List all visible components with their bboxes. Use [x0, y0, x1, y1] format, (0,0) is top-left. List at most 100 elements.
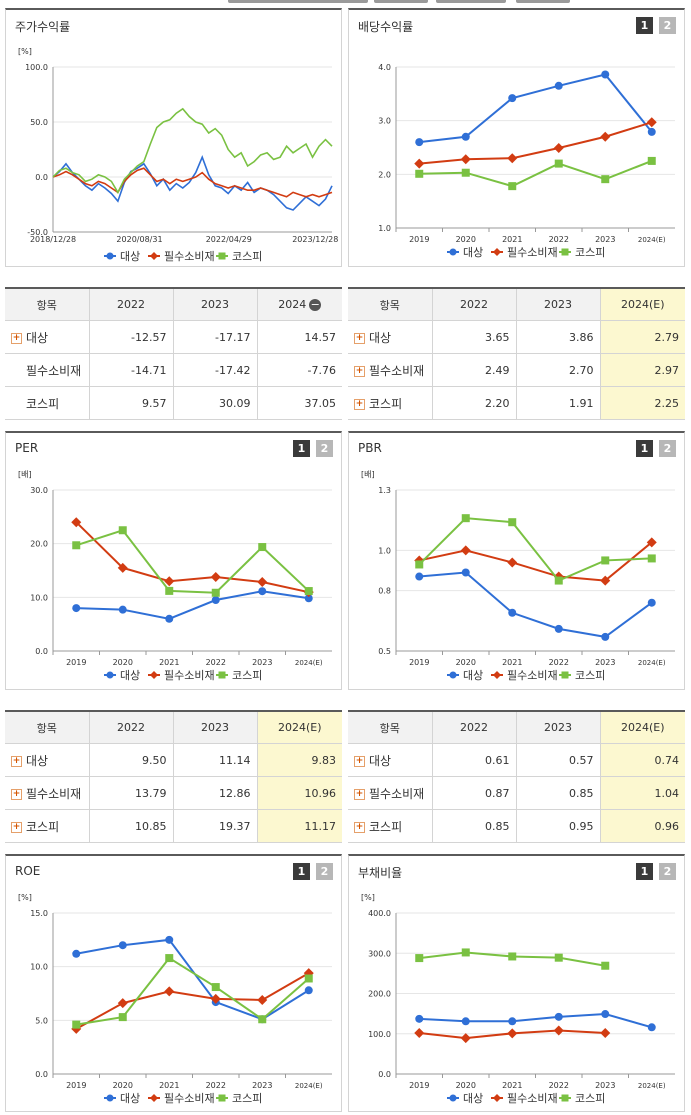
data-point [600, 575, 611, 586]
top-tab[interactable] [228, 0, 368, 3]
view-2-button[interactable]: 2 [316, 863, 333, 880]
x-tick-label: 2019 [409, 235, 429, 244]
legend-item: 코스피 [559, 1092, 605, 1105]
data-point [460, 154, 471, 165]
table-header-cell: 2023 [515, 711, 600, 744]
value-cell: -17.42 [172, 353, 257, 387]
header-label: 2024(E) [620, 721, 665, 734]
series-line [419, 1013, 653, 1029]
expand-icon[interactable]: + [11, 821, 22, 833]
table-header-cell: 2022 [88, 288, 173, 321]
table-header-row: 항목 2022 2023 2024(E) [348, 288, 685, 321]
panel-title: 부채비율 [358, 866, 403, 880]
series-2 [415, 156, 656, 191]
expand-icon[interactable]: + [354, 365, 365, 377]
stock-return-table: 항목 2022 2023 2024− + 대상 -12.57 -17.17 14.57 필수소비재… [5, 287, 342, 420]
row-label-cell: + 대상 [5, 320, 89, 354]
row-label-cell: + 필수소비재 [348, 776, 432, 810]
series-line [52, 167, 333, 198]
legend-marker [449, 671, 457, 679]
value-cell: -14.71 [88, 353, 173, 387]
panel-title: 배당수익률 [358, 20, 414, 34]
series-0 [415, 70, 656, 147]
data-point [117, 998, 128, 1009]
data-point [554, 81, 563, 90]
expand-icon[interactable]: + [11, 332, 22, 344]
top-tab[interactable] [516, 0, 570, 3]
top-tab[interactable] [436, 0, 506, 3]
data-point [72, 949, 81, 958]
row-label: 필수소비재 [369, 363, 425, 378]
legend-item: 코스피 [559, 246, 605, 259]
header-label: 항목 [379, 298, 400, 312]
x-tick-label: 2023 [595, 235, 615, 244]
legend-marker [150, 671, 158, 679]
legend-label: 필수소비재 [507, 1092, 558, 1105]
view-1-button[interactable]: 1 [293, 440, 310, 457]
data-point [461, 132, 470, 141]
x-tick-label: 2024(E) [638, 236, 666, 244]
legend-label: 대상 [120, 669, 140, 682]
view-1-button[interactable]: 1 [636, 440, 653, 457]
view-1-button[interactable]: 1 [636, 17, 653, 34]
series-2 [415, 514, 656, 585]
expand-icon[interactable]: + [354, 398, 365, 410]
data-point [415, 169, 424, 178]
legend-item: 대상 [104, 250, 140, 263]
value-cell: 2.20 [431, 386, 516, 420]
value-cell: 2.79 [599, 320, 685, 354]
legend-marker [449, 248, 457, 256]
data-point [257, 994, 268, 1005]
panel-title: ROE [15, 864, 41, 878]
view-1-button[interactable]: 1 [293, 863, 310, 880]
expand-icon[interactable]: + [354, 755, 365, 767]
data-point [118, 526, 127, 535]
table-row: 코스피 9.57 30.09 37.05 [5, 386, 342, 420]
y-axis-unit: [배] [18, 470, 32, 479]
data-point [304, 974, 313, 983]
expand-icon[interactable]: + [354, 788, 365, 800]
view-1-button[interactable]: 1 [636, 863, 653, 880]
y-tick-label: 0.0 [378, 1070, 391, 1079]
x-tick-label: 2020 [456, 658, 476, 667]
y-tick-label: 4.0 [378, 63, 391, 72]
value-cell: 2.49 [431, 353, 516, 387]
header-label: 2023 [544, 298, 572, 311]
data-point [508, 182, 517, 191]
expand-icon[interactable]: + [354, 821, 365, 833]
data-point [601, 961, 610, 970]
value-cell: 11.14 [172, 743, 257, 777]
row-label: 대상 [26, 753, 49, 768]
data-point [304, 986, 313, 995]
per-panel: PER 1 2 [배] 30.0 20.0 10.0 0.0 2019 2020 2021 20… [5, 431, 342, 690]
row-label: 대상 [369, 330, 392, 345]
data-point [414, 158, 425, 169]
value-cell: 9.50 [88, 743, 173, 777]
top-tab[interactable] [374, 0, 428, 3]
view-2-button[interactable]: 2 [659, 440, 676, 457]
legend-marker [493, 1094, 501, 1102]
series-1 [414, 537, 657, 586]
view-2-button[interactable]: 2 [316, 440, 333, 457]
dividend-yield-table: 항목 2022 2023 2024(E) + 대상 3.65 3.86 2.79 + 필수소비재 2.… [348, 287, 685, 420]
series-line [419, 159, 653, 188]
view-2-button[interactable]: 2 [659, 863, 676, 880]
view-2-button[interactable]: 2 [659, 17, 676, 34]
expand-icon[interactable]: + [11, 755, 22, 767]
data-point [461, 1017, 470, 1026]
y-tick-label: 10.0 [30, 593, 48, 602]
expand-icon[interactable]: + [11, 788, 22, 800]
legend-marker [561, 1094, 569, 1102]
data-point [646, 117, 657, 128]
series-2 [52, 107, 333, 195]
series-0 [415, 568, 656, 641]
row-label-cell: + 대상 [348, 320, 432, 354]
collapse-icon[interactable]: − [309, 298, 322, 311]
x-tick-label: 2023 [595, 658, 615, 667]
series-line [75, 529, 310, 594]
expand-icon[interactable]: + [354, 332, 365, 344]
header-label: 2022 [117, 298, 145, 311]
data-point [507, 153, 518, 164]
series-line [419, 73, 653, 144]
value-cell: -7.76 [256, 353, 342, 387]
